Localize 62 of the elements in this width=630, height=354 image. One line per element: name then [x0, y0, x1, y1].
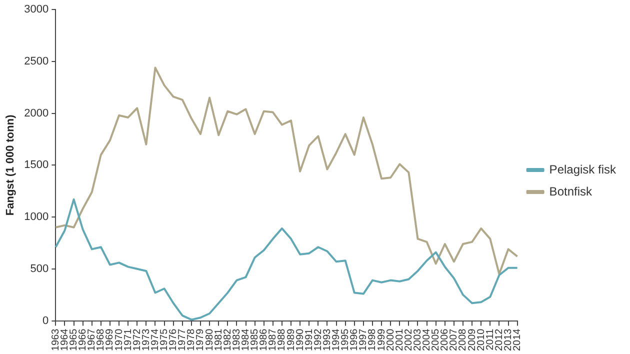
x-tick-label: 1999 — [376, 328, 388, 352]
x-tick-label: 1967 — [86, 328, 98, 352]
y-tick-label: 2500 — [24, 55, 49, 68]
x-tick-label: 1965 — [68, 328, 80, 352]
x-tick-label: 1996 — [349, 328, 360, 352]
x-tick-label: 1979 — [195, 328, 206, 352]
x-tick-label: 1963 — [50, 328, 62, 352]
x-tick-label: 2005 — [430, 328, 442, 352]
x-tick-label: 1993 — [322, 328, 333, 352]
x-tick-label: 1968 — [96, 328, 107, 352]
x-tick-label: 1988 — [276, 328, 288, 352]
x-tick-label: 2014 — [512, 328, 524, 352]
x-tick-label: 2008 — [458, 328, 469, 352]
x-tick-label: 1972 — [132, 328, 143, 352]
x-tick-label: 1990 — [294, 328, 306, 352]
x-tick-label: 1981 — [213, 328, 224, 352]
x-tick-label: 2010 — [476, 328, 487, 352]
x-tick-label: 1989 — [286, 328, 297, 352]
x-tick-label: 1991 — [304, 328, 315, 352]
x-tick-label: 1987 — [268, 328, 279, 352]
x-tick-label: 2006 — [440, 328, 451, 352]
x-tick-label: 1978 — [186, 328, 198, 352]
x-tick-label: 2013 — [503, 328, 514, 352]
x-tick-label: 1969 — [104, 328, 116, 352]
x-tick-label: 1995 — [340, 328, 352, 352]
x-tick-label: 1986 — [258, 328, 270, 352]
x-tick-label: 1973 — [140, 328, 152, 352]
x-tick-label: 1977 — [177, 328, 188, 352]
x-tick-label: 1994 — [331, 328, 342, 352]
x-tick-label: 1971 — [122, 328, 134, 352]
x-tick-label: 2003 — [412, 328, 424, 352]
y-axis-title: Fangst (1 000 tonn) — [4, 114, 17, 216]
y-tick-label: 500 — [30, 262, 49, 275]
x-tick-label: 1970 — [114, 328, 125, 352]
y-tick-label: 2000 — [24, 107, 49, 120]
x-tick-label: 1997 — [358, 328, 370, 352]
x-tick-label: 1985 — [250, 328, 261, 352]
x-tick-label: 2007 — [448, 328, 460, 352]
y-tick-label: 0 — [42, 314, 49, 327]
x-tick-label: 2011 — [484, 328, 496, 350]
x-tick-label: 1998 — [367, 328, 378, 352]
x-tick-label: 1982 — [222, 328, 234, 352]
x-tick-label: 1975 — [159, 328, 170, 352]
x-tick-label: 1980 — [204, 328, 216, 352]
x-tick-label: 2002 — [403, 328, 414, 352]
x-tick-label: 1976 — [168, 328, 180, 352]
x-tick-label: 1974 — [150, 328, 161, 352]
x-tick-label: 1964 — [59, 328, 70, 352]
x-tick-label: 2009 — [466, 328, 478, 352]
y-tick-label: 1500 — [24, 159, 49, 172]
x-tick-label: 2012 — [494, 328, 505, 352]
x-tick-label: 1984 — [240, 328, 252, 352]
x-tick-label: 2001 — [394, 328, 406, 352]
x-tick-label: 2000 — [385, 328, 396, 352]
x-tick-label: 1992 — [312, 328, 324, 352]
legend-label: Pelagisk fisk — [549, 162, 617, 176]
x-tick-label: 1983 — [231, 328, 242, 352]
y-tick-label: 1000 — [24, 211, 49, 224]
x-tick-label: 2004 — [422, 328, 433, 352]
x-tick-label: 1966 — [78, 328, 89, 352]
y-tick-label: 3000 — [24, 4, 49, 16]
legend-label: Botnfisk — [549, 184, 593, 198]
